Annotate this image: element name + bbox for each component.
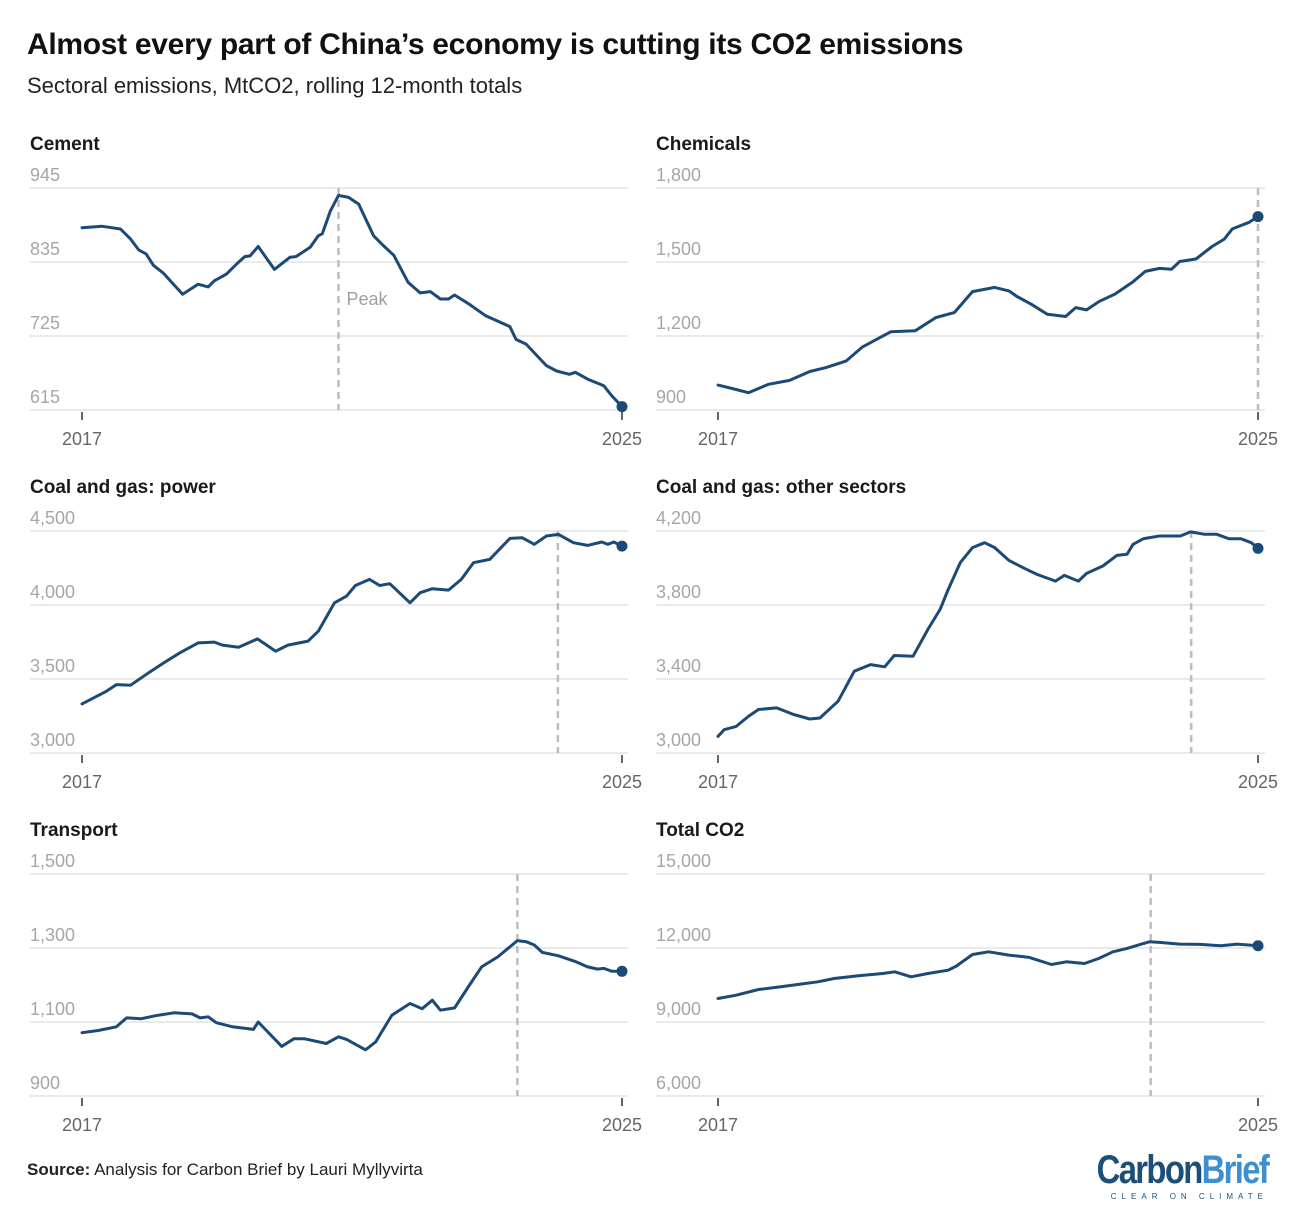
y-tick-label: 6,000 bbox=[656, 1073, 701, 1093]
source-label: Source: bbox=[27, 1160, 91, 1179]
y-tick-label: 615 bbox=[30, 387, 60, 407]
panel-title: Total CO2 bbox=[656, 820, 744, 841]
carbon-brief-logo: CarbonBrief CLEAR ON CLIMATE bbox=[1059, 1148, 1270, 1201]
logo-word-carbon: Carbon bbox=[1096, 1148, 1204, 1192]
y-tick-label: 9,000 bbox=[656, 999, 701, 1019]
peak-label: Peak bbox=[347, 289, 389, 309]
y-tick-label: 900 bbox=[30, 1073, 60, 1093]
x-tick-label: 2017 bbox=[698, 772, 738, 792]
series-line bbox=[716, 940, 1260, 1000]
x-tick-label: 2025 bbox=[602, 429, 642, 449]
y-tick-label: 1,500 bbox=[656, 239, 701, 259]
y-tick-label: 1,800 bbox=[656, 165, 701, 185]
panel-title: Coal and gas: other sectors bbox=[656, 477, 906, 498]
panel-title: Chemicals bbox=[656, 134, 751, 155]
y-tick-label: 900 bbox=[656, 387, 686, 407]
x-tick-label: 2025 bbox=[1238, 1115, 1278, 1135]
y-tick-label: 3,500 bbox=[30, 656, 75, 676]
x-tick-label: 2025 bbox=[602, 1115, 642, 1135]
latest-value-dot bbox=[1252, 211, 1264, 223]
panel-title: Transport bbox=[30, 820, 118, 841]
y-tick-label: 1,300 bbox=[30, 925, 75, 945]
y-tick-label: 725 bbox=[30, 313, 60, 333]
chart-title: Almost every part of China’s economy is … bbox=[27, 28, 964, 61]
source-note: Source: Analysis for Carbon Brief by Lau… bbox=[27, 1160, 423, 1180]
series-line bbox=[716, 530, 1260, 738]
y-tick-label: 835 bbox=[30, 239, 60, 259]
y-tick-label: 3,000 bbox=[656, 730, 701, 750]
latest-value-dot bbox=[616, 965, 628, 977]
y-tick-label: 1,200 bbox=[656, 313, 701, 333]
x-tick-label: 2017 bbox=[698, 429, 738, 449]
chart-subtitle: Sectoral emissions, MtCO2, rolling 12-mo… bbox=[27, 73, 523, 98]
series-line bbox=[80, 193, 624, 409]
y-tick-label: 4,000 bbox=[30, 582, 75, 602]
x-tick-label: 2017 bbox=[62, 1115, 102, 1135]
y-tick-label: 945 bbox=[30, 165, 60, 185]
x-tick-label: 2025 bbox=[602, 772, 642, 792]
logo-tagline: CLEAR ON CLIMATE bbox=[1110, 1192, 1268, 1201]
panel-title: Coal and gas: power bbox=[30, 477, 216, 498]
y-tick-label: 3,400 bbox=[656, 656, 701, 676]
x-tick-label: 2017 bbox=[62, 772, 102, 792]
y-tick-label: 1,500 bbox=[30, 851, 75, 871]
latest-value-dot bbox=[1252, 542, 1264, 554]
x-tick-label: 2017 bbox=[698, 1115, 738, 1135]
logo-word-brief: Brief bbox=[1201, 1148, 1269, 1192]
x-tick-label: 2025 bbox=[1238, 772, 1278, 792]
y-tick-label: 12,000 bbox=[656, 925, 711, 945]
series-line bbox=[80, 532, 624, 706]
x-tick-label: 2017 bbox=[62, 429, 102, 449]
y-tick-label: 3,000 bbox=[30, 730, 75, 750]
x-tick-label: 2025 bbox=[1238, 429, 1278, 449]
y-tick-label: 4,200 bbox=[656, 508, 701, 528]
y-tick-label: 1,100 bbox=[30, 999, 75, 1019]
source-text: Analysis for Carbon Brief by Lauri Mylly… bbox=[90, 1160, 423, 1179]
y-tick-label: 4,500 bbox=[30, 508, 75, 528]
latest-value-dot bbox=[1252, 940, 1264, 952]
series-line bbox=[716, 215, 1260, 395]
y-tick-label: 3,800 bbox=[656, 582, 701, 602]
panel-title: Cement bbox=[30, 134, 100, 155]
latest-value-dot bbox=[616, 401, 628, 413]
latest-value-dot bbox=[616, 540, 628, 552]
y-tick-label: 15,000 bbox=[656, 851, 711, 871]
series-line bbox=[80, 939, 624, 1052]
